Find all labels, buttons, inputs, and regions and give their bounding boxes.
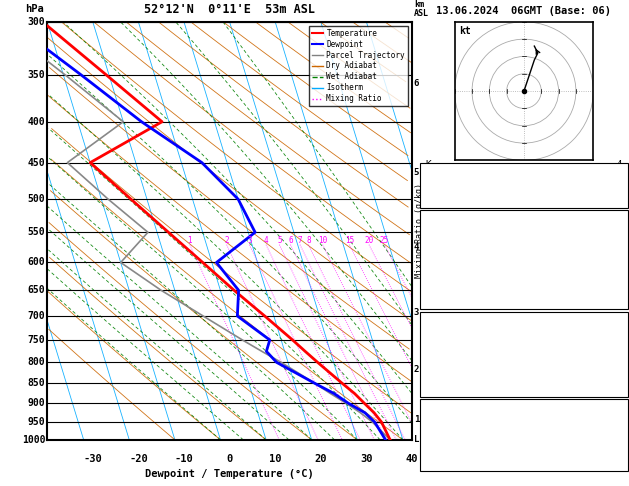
Text: Totals Totals: Totals Totals — [425, 174, 500, 183]
Text: 400: 400 — [28, 117, 45, 127]
Text: 6: 6 — [414, 79, 419, 88]
Text: 0: 0 — [617, 377, 623, 386]
Text: 13.06.2024  06GMT (Base: 06): 13.06.2024 06GMT (Base: 06) — [437, 5, 611, 16]
Text: 1: 1 — [414, 415, 419, 424]
Text: 500: 500 — [28, 194, 45, 204]
Text: 2: 2 — [414, 364, 419, 374]
Text: -10: -10 — [175, 454, 193, 465]
Text: 950: 950 — [606, 323, 623, 331]
Text: Temp (°C): Temp (°C) — [425, 221, 477, 230]
Text: Lifted Index: Lifted Index — [425, 262, 494, 271]
Text: Hodograph: Hodograph — [498, 401, 550, 410]
Text: 950: 950 — [28, 417, 45, 427]
Text: 750: 750 — [28, 335, 45, 345]
Text: 0: 0 — [226, 454, 233, 465]
Text: 450: 450 — [28, 157, 45, 168]
Text: hPa: hPa — [25, 3, 44, 14]
Text: CIN (J): CIN (J) — [425, 377, 465, 386]
Text: 700: 700 — [28, 311, 45, 321]
Text: 550: 550 — [28, 227, 45, 237]
Text: -4: -4 — [611, 160, 623, 169]
Text: 6.2: 6.2 — [606, 235, 623, 243]
Text: km
ASL: km ASL — [414, 0, 429, 17]
Text: 10: 10 — [318, 236, 327, 244]
Text: PW (cm): PW (cm) — [425, 188, 465, 196]
Text: 97: 97 — [611, 424, 623, 433]
Text: 1000: 1000 — [22, 435, 45, 445]
Text: Mixing Ratio (g/kg): Mixing Ratio (g/kg) — [415, 183, 424, 278]
Text: CAPE (J): CAPE (J) — [425, 364, 471, 372]
Text: 30: 30 — [360, 454, 372, 465]
Text: Dewpoint / Temperature (°C): Dewpoint / Temperature (°C) — [145, 469, 314, 479]
Text: 302: 302 — [606, 336, 623, 345]
Text: Pressure (mb): Pressure (mb) — [425, 323, 500, 331]
Text: © weatheronline.co.uk: © weatheronline.co.uk — [467, 442, 581, 451]
Text: 850: 850 — [28, 379, 45, 388]
Text: 64: 64 — [611, 411, 623, 419]
Text: Most Unstable: Most Unstable — [487, 313, 561, 322]
Text: Dewp (°C): Dewp (°C) — [425, 235, 477, 243]
Text: 900: 900 — [28, 398, 45, 408]
Text: LCL: LCL — [414, 435, 430, 444]
Text: StmSpd (kt): StmSpd (kt) — [425, 451, 489, 460]
Text: 5: 5 — [414, 168, 419, 177]
Text: 20: 20 — [364, 236, 374, 244]
Text: 20: 20 — [314, 454, 327, 465]
Text: 800: 800 — [28, 357, 45, 367]
Text: 600: 600 — [28, 258, 45, 267]
Text: 15: 15 — [345, 236, 354, 244]
Text: -20: -20 — [129, 454, 148, 465]
Text: 1.32: 1.32 — [599, 188, 623, 196]
Legend: Temperature, Dewpoint, Parcel Trajectory, Dry Adiabat, Wet Adiabat, Isotherm, Mi: Temperature, Dewpoint, Parcel Trajectory… — [309, 26, 408, 106]
Text: 8: 8 — [306, 236, 311, 244]
Text: 18: 18 — [611, 262, 623, 271]
Text: 5: 5 — [277, 236, 282, 244]
Text: 0: 0 — [617, 364, 623, 372]
Text: 3: 3 — [247, 236, 252, 244]
Text: 356°: 356° — [599, 438, 623, 447]
Text: CAPE (J): CAPE (J) — [425, 276, 471, 284]
Text: 7: 7 — [298, 236, 303, 244]
Text: SREH: SREH — [425, 424, 448, 433]
Text: 4: 4 — [264, 236, 269, 244]
Text: 7.2: 7.2 — [606, 221, 623, 230]
Text: kt: kt — [459, 26, 470, 36]
Text: 10: 10 — [269, 454, 281, 465]
Text: 0: 0 — [617, 289, 623, 298]
Text: 2: 2 — [225, 236, 229, 244]
Text: 3: 3 — [414, 308, 419, 317]
Text: 31: 31 — [611, 174, 623, 183]
Text: Surface: Surface — [504, 211, 544, 221]
Text: 300: 300 — [28, 17, 45, 27]
Text: θₑ (K): θₑ (K) — [425, 336, 460, 345]
Text: 4: 4 — [414, 243, 419, 252]
Text: 350: 350 — [28, 70, 45, 80]
Text: CIN (J): CIN (J) — [425, 289, 465, 298]
Text: 40: 40 — [406, 454, 418, 465]
Text: 650: 650 — [28, 285, 45, 295]
Text: EH: EH — [425, 411, 437, 419]
Text: 25: 25 — [380, 236, 389, 244]
Text: 17: 17 — [611, 451, 623, 460]
Text: 294: 294 — [606, 248, 623, 257]
Text: 1: 1 — [187, 236, 192, 244]
Text: -30: -30 — [84, 454, 102, 465]
Text: 52°12'N  0°11'E  53m ASL: 52°12'N 0°11'E 53m ASL — [144, 2, 315, 16]
Text: 6: 6 — [288, 236, 292, 244]
Text: Lifted Index: Lifted Index — [425, 350, 494, 359]
Text: StmDir: StmDir — [425, 438, 460, 447]
Text: 13: 13 — [611, 350, 623, 359]
Text: θₑ(K): θₑ(K) — [425, 248, 454, 257]
Text: K: K — [425, 160, 431, 169]
Text: 0: 0 — [617, 276, 623, 284]
